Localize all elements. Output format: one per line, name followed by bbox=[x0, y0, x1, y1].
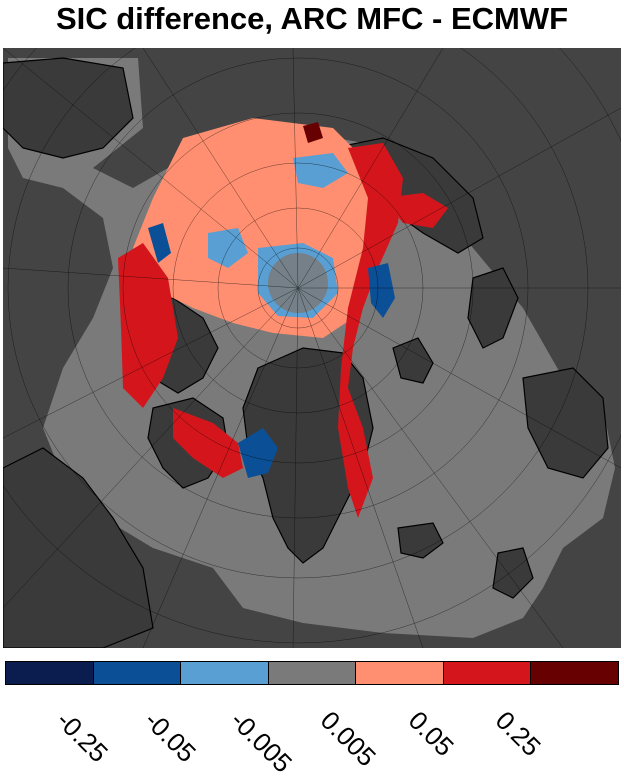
sic-positive-large-1 bbox=[303, 122, 323, 143]
sic-positive-medium-1 bbox=[118, 243, 178, 408]
north-america bbox=[3, 447, 154, 648]
colorbar-swatch bbox=[93, 662, 182, 684]
sic-positive-medium-4 bbox=[383, 193, 448, 228]
sic-negative-small-2 bbox=[293, 153, 348, 188]
sic-positive-medium-2 bbox=[338, 143, 403, 518]
colorbar-tick-label: -0.05 bbox=[138, 705, 202, 769]
colorbar-tick-label: -0.25 bbox=[50, 705, 114, 769]
sic-negative-small-3 bbox=[208, 228, 248, 268]
colorbar-tick-label: 0.25 bbox=[489, 705, 547, 762]
colorbar-swatch bbox=[268, 662, 357, 684]
colorbar-tick-label: 0.005 bbox=[314, 705, 383, 773]
colorbar bbox=[5, 661, 619, 685]
colorbar-swatch bbox=[531, 662, 619, 684]
scandinavia bbox=[522, 367, 609, 479]
colorbar-swatch bbox=[181, 662, 269, 684]
sic-negative-medium-3 bbox=[148, 223, 171, 263]
svalbard bbox=[392, 337, 434, 384]
colorbar-swatch bbox=[6, 662, 94, 684]
sic-positive-medium-3 bbox=[173, 408, 243, 478]
sic-negative-medium-1 bbox=[368, 263, 395, 318]
graticule bbox=[3, 48, 621, 648]
siberia-east bbox=[3, 57, 134, 159]
map-title: SIC difference, ARC MFC - ECMWF bbox=[55, 1, 569, 36]
polar-stereographic-map bbox=[3, 48, 621, 648]
iceland bbox=[397, 522, 444, 559]
colorbar-swatch bbox=[356, 662, 444, 684]
sic-difference-field bbox=[118, 118, 448, 518]
colorbar-swatch bbox=[443, 662, 532, 684]
colorbar-tick-label: 0.05 bbox=[402, 705, 460, 762]
colorbar-tick-label: -0.005 bbox=[224, 705, 299, 779]
british-isles bbox=[492, 547, 534, 599]
sic-negative-medium-2 bbox=[238, 428, 278, 478]
